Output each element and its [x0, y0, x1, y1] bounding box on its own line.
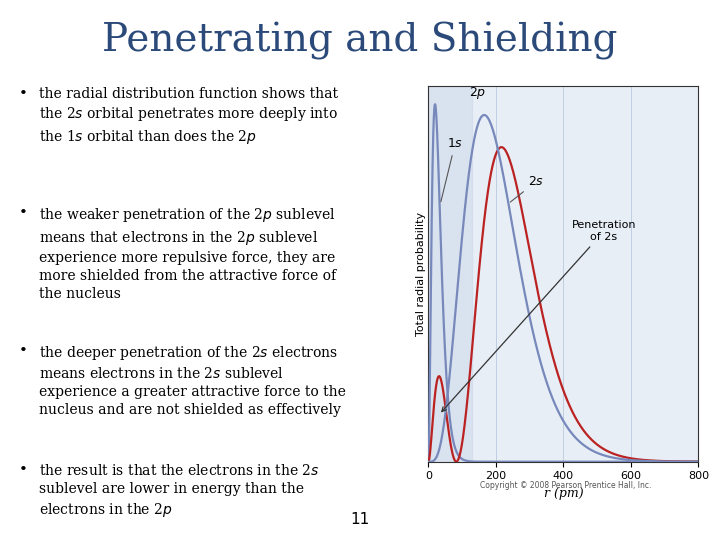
Text: •: •: [19, 344, 27, 358]
X-axis label: r (pm): r (pm): [544, 487, 583, 500]
Text: •: •: [19, 87, 27, 101]
Text: 11: 11: [351, 511, 369, 526]
Text: the deeper penetration of the 2$s$ electrons
means electrons in the 2$s$ subleve: the deeper penetration of the 2$s$ elect…: [39, 344, 346, 417]
Text: •: •: [19, 206, 27, 220]
Bar: [428, 86, 472, 462]
Y-axis label: Total radial probability: Total radial probability: [415, 212, 426, 336]
Text: the result is that the electrons in the 2$s$
sublevel are lower in energy than t: the result is that the electrons in the …: [39, 463, 320, 519]
Text: 2$p$: 2$p$: [469, 85, 486, 100]
Text: the radial distribution function shows that
the 2$s$ orbital penetrates more dee: the radial distribution function shows t…: [39, 87, 338, 146]
Text: the weaker penetration of the 2$p$ sublevel
means that electrons in the 2$p$ sub: the weaker penetration of the 2$p$ suble…: [39, 206, 336, 301]
Text: 1$s$: 1$s$: [441, 137, 463, 201]
Text: Penetration
of 2s: Penetration of 2s: [442, 220, 636, 411]
Text: Copyright © 2008 Pearson Prentice Hall, Inc.: Copyright © 2008 Pearson Prentice Hall, …: [480, 481, 651, 490]
Text: Penetrating and Shielding: Penetrating and Shielding: [102, 22, 618, 59]
Text: •: •: [19, 463, 27, 477]
Text: 2$s$: 2$s$: [510, 175, 544, 202]
